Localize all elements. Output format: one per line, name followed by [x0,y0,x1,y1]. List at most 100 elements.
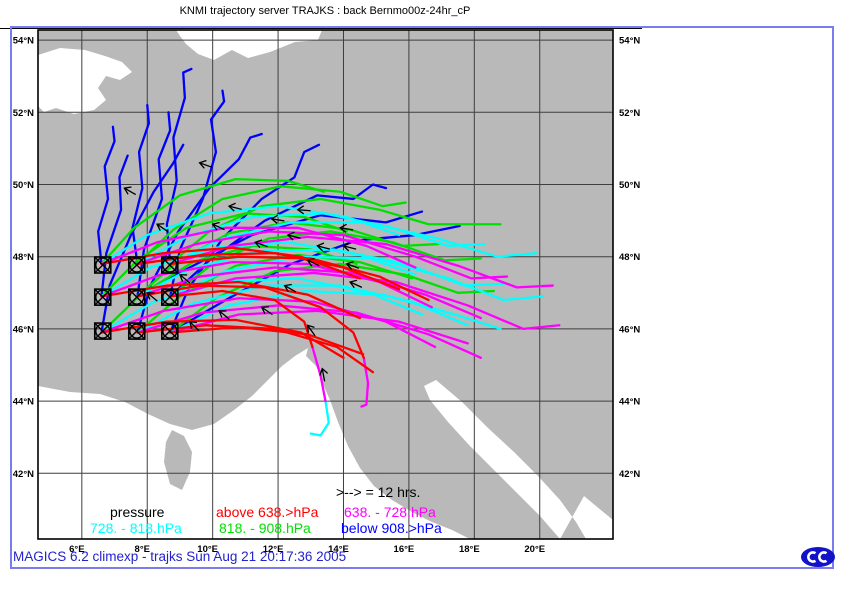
legend-item-818-908: 818. - 908.hPa [219,520,311,536]
x-axis-label: 20°E [524,544,545,555]
trajectory-path [136,324,375,374]
trajectory-path [168,235,554,289]
time-arrow-glyph [316,242,331,252]
time-arrow-glyph [227,202,242,212]
time-arrow [156,223,169,233]
y-axis-label-right: 46°N [619,324,640,335]
trajectory-path [168,255,430,302]
time-arrow [260,306,273,316]
release-point-marker [127,288,146,306]
time-arrow [198,159,213,169]
release-point-marker [127,322,146,340]
time-arrow [211,221,225,231]
time-arrow-glyph [286,231,301,241]
time-arrow [319,367,329,382]
x-axis-label: 16°E [394,544,415,555]
time-arrow [254,239,268,249]
trajectory-path [136,210,424,298]
y-axis-label-right: 42°N [619,469,640,480]
time-arrow [296,205,311,215]
time-arrow-glyph [260,306,273,316]
circle [95,289,111,305]
time-arrow-glyph [342,242,357,252]
circle [162,257,178,273]
y-axis-label-right: 48°N [619,252,640,263]
trajectory-path [136,251,401,291]
time-arrow [227,202,242,212]
release-point-marker [127,256,146,274]
time-arrow [345,260,360,270]
time-arrow [306,324,316,337]
time-arrow [286,231,301,241]
rect [127,322,146,340]
time-arrow-glyph [218,310,230,320]
rect [93,256,112,274]
time-arrow-glyph [306,324,316,337]
rect [127,288,146,306]
rect [161,256,179,274]
trajectory-path [168,255,545,302]
trajectory-path [165,67,193,266]
x-axis-label: 14°E [328,544,349,555]
y-axis-label-left: 54°N [13,36,34,47]
circle [162,323,178,339]
time-arrow [270,214,285,224]
time-arrow-glyph [178,274,191,284]
sea-shape [424,380,613,539]
trajectory-path [168,224,461,334]
release-point-marker [93,322,112,340]
time-arrow-glyph [339,223,354,233]
time-arrow [178,274,191,284]
trajectory-path [136,266,483,320]
time-arrow-glyph [319,367,329,382]
circle [162,289,178,305]
sea-shape [38,344,470,539]
legend-title: pressure [110,504,165,520]
y-axis-label-left: 52°N [13,108,34,119]
time-arrow-glyph [306,257,320,267]
time-arrow [316,242,331,252]
trajectory-path [100,260,433,309]
release-point-marker [161,288,179,306]
y-axis-label-left: 48°N [13,252,34,263]
trajectory-path [131,103,151,266]
time-arrow-glyph [211,221,225,231]
time-arrow [306,257,320,267]
time-arrow [146,292,158,302]
rect [161,288,179,306]
y-axis-label-left: 50°N [13,180,34,191]
time-arrow-glyph [254,239,268,249]
time-arrow-glyph [156,223,169,233]
trajectory-path [168,271,561,331]
time-arrow-glyph [296,205,311,215]
release-point-marker [93,256,112,274]
time-arrow-glyph [345,260,360,270]
y-axis-label-left: 42°N [13,469,34,480]
y-axis-label-right: 50°N [619,180,640,191]
y-axis-label-right: 52°N [619,108,640,119]
legend-item-728-818: 728. - 818.hPa [90,520,182,536]
x-axis-label: 8°E [135,544,150,555]
circle [129,323,145,339]
time-arrow [123,186,137,196]
trajectory-path [136,253,414,334]
map-layers [38,30,613,539]
trajectory-path [136,230,509,280]
trajectory-path [100,177,326,266]
trajectory-path [168,325,365,356]
y-axis-label-right: 54°N [619,36,640,47]
circle [129,257,145,273]
trajectory-path [360,356,370,408]
time-arrow-glyph [188,320,200,332]
legend-item-638-728: 638. - 728.hPa [344,504,436,520]
time-arrow [348,279,363,289]
release-point-marker [161,322,179,340]
y-axis-label-left: 46°N [13,324,34,335]
rect [161,322,179,340]
x-axis-label: 6°E [69,544,84,555]
circle [95,323,111,339]
sea-shape [38,48,132,114]
time-arrow [218,310,230,320]
